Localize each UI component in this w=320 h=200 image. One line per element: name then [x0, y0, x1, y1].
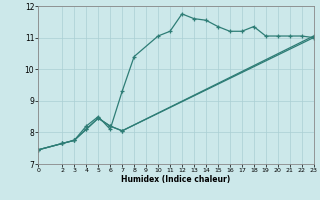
X-axis label: Humidex (Indice chaleur): Humidex (Indice chaleur): [121, 175, 231, 184]
